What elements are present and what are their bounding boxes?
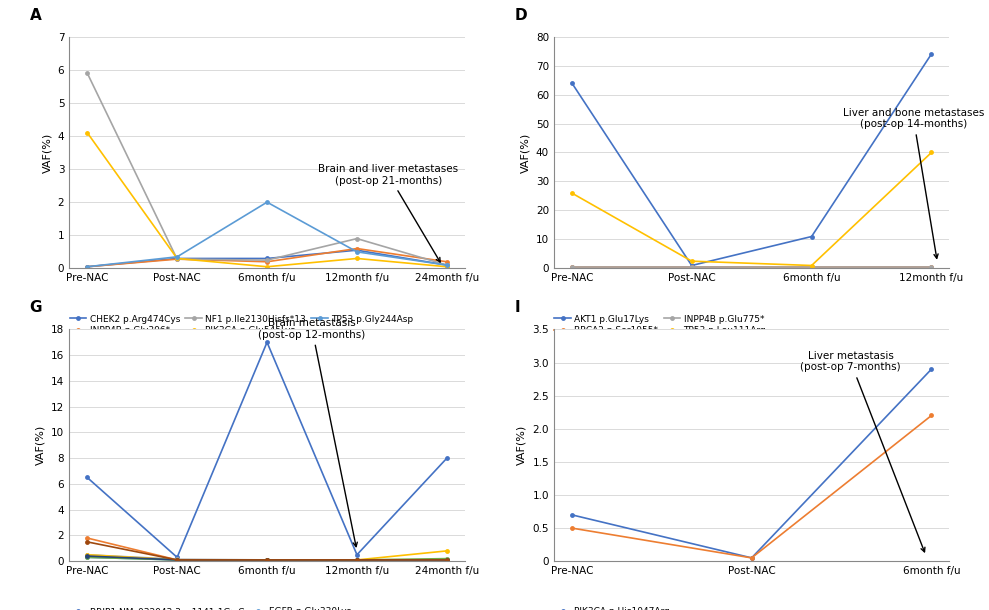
Y-axis label: VAF(%): VAF(%) [36, 425, 45, 465]
Text: A: A [30, 8, 42, 23]
Y-axis label: VAF(%): VAF(%) [520, 132, 530, 173]
Text: Liver metastasis
(post-op 7-months): Liver metastasis (post-op 7-months) [800, 351, 925, 552]
Y-axis label: VAF(%): VAF(%) [43, 132, 52, 173]
Text: Brain metastasis
(post-op 12-months): Brain metastasis (post-op 12-months) [258, 318, 366, 547]
Text: Brain and liver metastases
(post-op 21-months): Brain and liver metastases (post-op 21-m… [318, 164, 459, 262]
Legend: CHEK2 p.Arg474Cys, INPP4B p.Gly396*, NF1 p.Ile2130Hisfs*13, PIK3CA p.Glu545Lys, : CHEK2 p.Arg474Cys, INPP4B p.Gly396*, NF1… [70, 315, 413, 336]
Legend: BRIP1 NM_032043.3:c.1141-1G>C, BRIP1 p.Lys699*, CHEK2 NM_007194.4:c.445-2A>T, CH: BRIP1 NM_032043.3:c.1141-1G>C, BRIP1 p.L… [70, 608, 439, 610]
Text: D: D [514, 8, 527, 23]
Text: Liver and bone metastases
(post-op 14-months): Liver and bone metastases (post-op 14-mo… [843, 108, 984, 258]
Legend: AKT1 p.Glu17Lys, BRCA2 p.Ser1955*, INPP4B p.Glu775*, TP53 p.Leu111Arg: AKT1 p.Glu17Lys, BRCA2 p.Ser1955*, INPP4… [555, 315, 766, 336]
Text: G: G [30, 301, 43, 315]
Text: I: I [514, 301, 520, 315]
Legend: PIK3CA p.His1047Arg, TP53 p.His193Arg: PIK3CA p.His1047Arg, TP53 p.His193Arg [555, 608, 671, 610]
Y-axis label: VAF(%): VAF(%) [517, 425, 527, 465]
